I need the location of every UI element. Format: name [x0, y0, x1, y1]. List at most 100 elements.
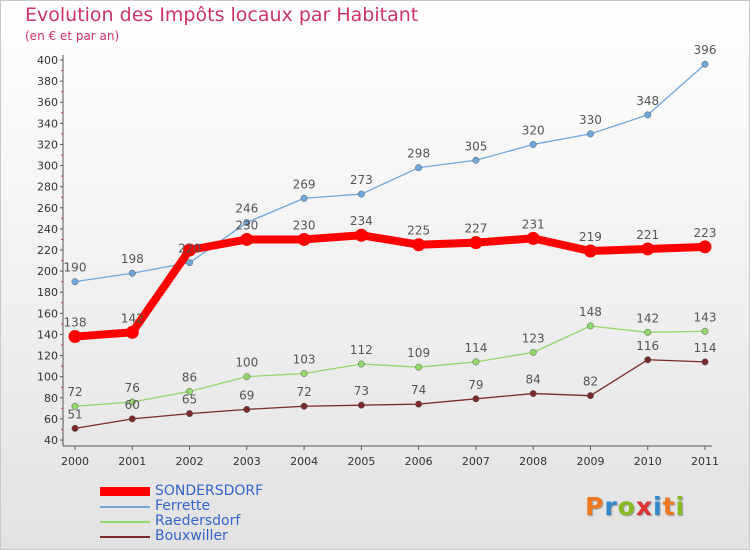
proxiti-logo: Proxiti [585, 492, 685, 521]
data-point [529, 348, 537, 356]
data-point [529, 390, 537, 398]
legend-label: Ferrette [155, 498, 211, 514]
legend-label: Raedersdorf [155, 513, 241, 529]
data-point [587, 322, 594, 330]
data-point [357, 401, 365, 409]
data-label: 148 [579, 305, 602, 319]
data-label: 320 [522, 123, 545, 137]
data-point [472, 395, 480, 403]
x-tick-label: 2009 [576, 455, 604, 468]
legend-swatch [100, 505, 150, 508]
data-label: 219 [579, 230, 602, 244]
data-point [698, 240, 712, 254]
data-label: 273 [350, 173, 373, 187]
data-label: 225 [407, 224, 430, 238]
data-point [243, 219, 251, 227]
y-tick-label: 340 [37, 117, 58, 130]
data-point [297, 232, 311, 246]
y-tick-label: 200 [37, 265, 58, 278]
data-point [71, 402, 79, 410]
data-point [415, 164, 423, 172]
data-point [472, 358, 480, 366]
y-tick-label: 380 [37, 75, 58, 88]
data-point [71, 424, 79, 432]
y-tick-label: 140 [37, 328, 58, 341]
legend-label: SONDERSDORF [155, 483, 264, 499]
data-point [354, 228, 368, 242]
data-label: 73 [354, 384, 369, 398]
data-label: 109 [407, 346, 430, 360]
data-point [641, 242, 655, 256]
data-label: 79 [468, 378, 483, 392]
y-tick-label: 80 [44, 392, 58, 405]
data-point [587, 392, 594, 400]
y-tick-label: 320 [37, 138, 58, 151]
data-point [701, 327, 709, 335]
data-point [300, 370, 308, 377]
chart-subtitle: (en € et par an) [25, 29, 120, 43]
data-label: 72 [296, 385, 311, 399]
data-label: 231 [522, 217, 545, 231]
y-tick-label: 160 [37, 307, 58, 320]
data-point [186, 259, 193, 267]
y-tick-label: 60 [44, 413, 58, 426]
data-label: 230 [235, 218, 258, 232]
x-tick-label: 2007 [462, 455, 490, 468]
data-point [701, 358, 709, 366]
data-label: 142 [121, 311, 144, 325]
data-point [71, 278, 79, 286]
logo-letter: P [585, 492, 605, 521]
logo-letter: r [604, 492, 618, 521]
data-point [583, 244, 597, 258]
data-label: 116 [636, 339, 659, 353]
data-label: 298 [407, 147, 430, 161]
data-label: 142 [636, 311, 659, 325]
legend-swatch [100, 487, 150, 496]
data-point [300, 402, 308, 410]
data-label: 305 [464, 139, 487, 153]
data-label: 76 [125, 381, 140, 395]
y-tick-label: 240 [37, 223, 58, 236]
data-point [128, 415, 136, 423]
x-tick-label: 2004 [290, 455, 318, 468]
data-point [415, 363, 423, 371]
data-point [243, 373, 251, 381]
series-line-bouxwiller [74, 359, 706, 430]
logo-letter: o [617, 492, 636, 521]
chart-title: Evolution des Impôts locaux par Habitant [25, 4, 419, 26]
data-label: 103 [293, 353, 316, 367]
data-label: 114 [464, 341, 487, 355]
x-tick-label: 2000 [61, 455, 89, 468]
data-point [243, 405, 251, 413]
logo-letter: i [675, 492, 686, 521]
y-tick-label: 40 [44, 434, 58, 447]
data-point [472, 156, 480, 164]
data-point [644, 111, 652, 119]
x-tick-label: 2001 [118, 455, 146, 468]
data-point [357, 360, 365, 368]
data-label: 86 [182, 370, 197, 384]
data-point [357, 190, 365, 198]
data-label: 230 [293, 218, 316, 232]
data-label: 143 [694, 310, 717, 324]
x-tick-label: 2008 [519, 455, 547, 468]
data-label: 84 [526, 373, 541, 387]
legend-swatch [100, 520, 150, 523]
data-point [529, 140, 537, 148]
data-label: 60 [125, 398, 140, 412]
data-point [701, 60, 709, 68]
y-tick-label: 180 [37, 286, 58, 299]
data-label: 227 [464, 222, 487, 236]
data-label: 138 [64, 316, 87, 330]
data-label: 220 [178, 242, 201, 256]
y-tick-label: 260 [37, 202, 58, 215]
y-tick-label: 220 [37, 244, 58, 257]
data-label: 396 [694, 43, 717, 57]
x-tick-label: 2006 [405, 455, 433, 468]
data-label: 269 [293, 177, 316, 191]
x-tick-label: 2005 [347, 455, 375, 468]
data-label: 348 [636, 94, 659, 108]
data-point [186, 410, 193, 418]
data-label: 72 [67, 385, 82, 399]
